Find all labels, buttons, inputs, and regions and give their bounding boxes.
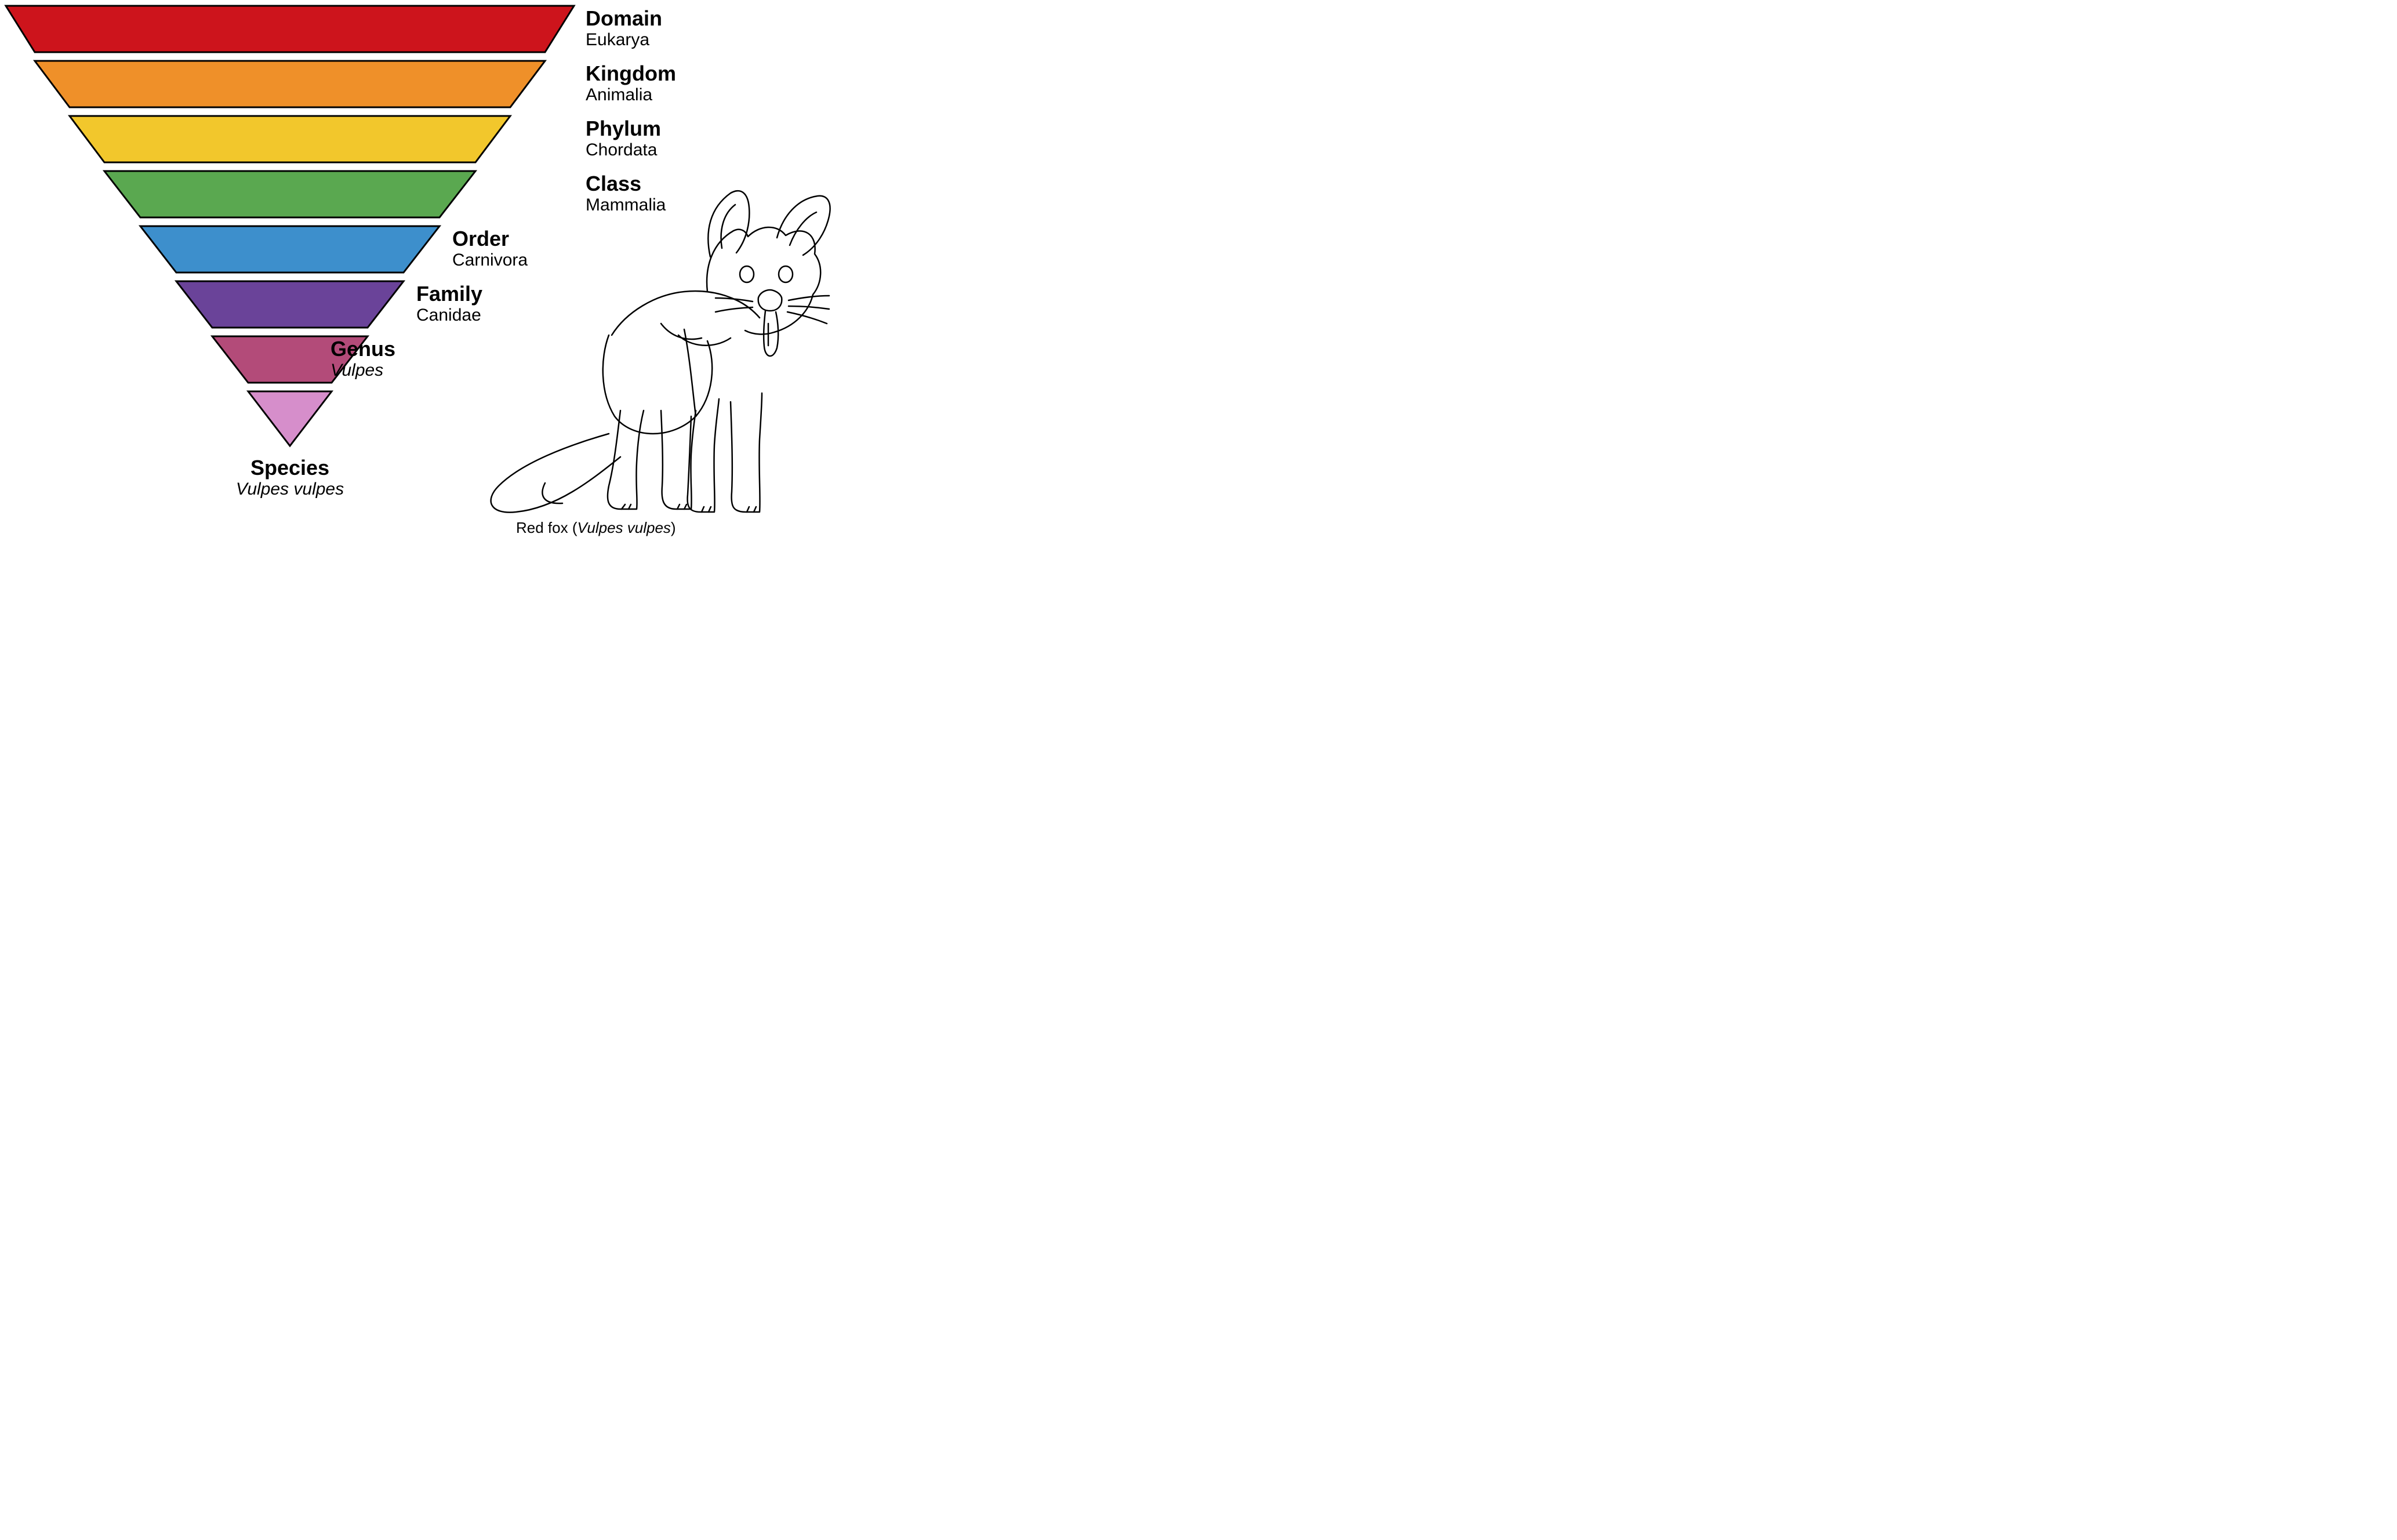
label-species: SpeciesVulpes vulpes [236,456,344,499]
fox-illustration [475,161,835,521]
funnel-level-class [104,171,475,217]
value-label: Eukarya [586,30,662,50]
label-family: FamilyCanidae [416,282,482,325]
funnel-level-phylum [70,116,510,162]
rank-label: Family [416,282,482,306]
value-label: Chordata [586,140,661,161]
taxonomy-diagram: DomainEukarya KingdomAnimalia PhylumChorda… [0,0,852,547]
rank-label: Species [236,456,344,480]
caption-italic: Vulpes vulpes [578,519,671,536]
funnel-level-family [176,281,404,328]
rank-label: Domain [586,7,662,30]
funnel-level-species [248,391,332,446]
value-label: Canidae [416,306,482,326]
rank-label: Genus [331,337,395,361]
value-label: Animalia [586,85,676,106]
value-label: Vulpes [331,361,395,381]
value-label: Vulpes vulpes [236,480,344,500]
label-genus: GenusVulpes [331,337,395,380]
label-kingdom: KingdomAnimalia [586,62,676,105]
rank-label: Kingdom [586,62,676,85]
caption-plain: Red fox ( [516,519,578,536]
fox-caption: Red fox (Vulpes vulpes) [516,519,676,537]
label-phylum: PhylumChordata [586,117,661,160]
rank-label: Phylum [586,117,661,140]
funnel-level-domain [6,6,574,52]
funnel-level-kingdom [35,61,545,107]
label-domain: DomainEukarya [586,7,662,50]
funnel-level-order [140,226,440,273]
fox-svg [475,161,835,521]
caption-close: ) [671,519,676,536]
